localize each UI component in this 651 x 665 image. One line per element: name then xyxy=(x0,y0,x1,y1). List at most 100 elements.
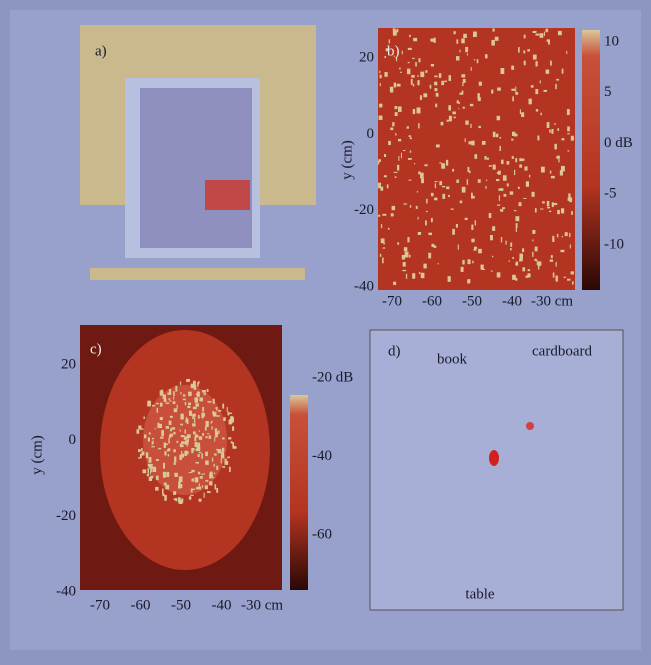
speckle xyxy=(413,84,414,87)
speckle xyxy=(458,108,459,109)
speckle xyxy=(434,88,437,91)
speckle xyxy=(187,406,190,408)
speckle xyxy=(402,255,405,260)
speckle xyxy=(467,279,470,283)
speckle xyxy=(541,167,545,173)
speckle xyxy=(550,259,553,261)
speckle xyxy=(426,211,428,212)
speckle xyxy=(418,58,420,62)
speckle xyxy=(567,126,570,131)
speckle xyxy=(467,179,468,185)
y-axis-label: y (cm) xyxy=(339,140,355,180)
speckle xyxy=(566,51,567,54)
speckle xyxy=(522,248,524,252)
speckle xyxy=(164,442,166,447)
speckle xyxy=(447,120,449,122)
speckle xyxy=(201,474,203,475)
speckle xyxy=(391,213,394,216)
speckle xyxy=(434,245,437,248)
speckle xyxy=(162,489,164,494)
speckle xyxy=(425,220,427,225)
speckle xyxy=(194,437,196,441)
speckle xyxy=(168,448,170,451)
speckle xyxy=(436,144,440,147)
speckle xyxy=(161,430,164,436)
x-tick-label: -40 xyxy=(212,597,232,613)
colorbar-tick-label: -20 dB xyxy=(312,369,353,385)
colorbar-tick-label: 0 dB xyxy=(604,135,633,151)
speckle xyxy=(519,254,523,260)
speckle xyxy=(397,165,399,171)
speckle xyxy=(540,209,543,210)
speckle xyxy=(408,158,412,160)
speckle xyxy=(202,485,203,487)
speckle xyxy=(421,273,425,278)
speckle xyxy=(169,421,172,425)
speckle xyxy=(215,484,217,489)
speckle xyxy=(556,156,559,159)
speckle xyxy=(418,123,419,128)
speckle xyxy=(216,488,218,493)
speckle xyxy=(195,442,197,447)
speckle xyxy=(169,435,172,438)
speckle xyxy=(214,454,217,456)
speckle xyxy=(163,463,165,469)
speckle xyxy=(500,209,503,212)
speckle xyxy=(189,411,192,416)
speckle xyxy=(474,249,477,251)
speckle xyxy=(197,443,200,447)
y-tick-label: 0 xyxy=(367,126,375,142)
x-tick-label: -50 xyxy=(171,597,191,613)
speckle xyxy=(511,89,515,91)
speckle xyxy=(461,267,464,272)
speckle xyxy=(398,156,399,161)
speckle xyxy=(194,397,198,400)
speckle xyxy=(412,58,415,59)
speckle xyxy=(411,79,413,85)
speckle xyxy=(390,128,393,131)
speckle xyxy=(571,136,574,141)
speckle xyxy=(156,403,159,404)
speckle xyxy=(535,61,537,66)
speckle xyxy=(502,207,505,209)
x-tick-label: -50 xyxy=(462,293,482,309)
speckle xyxy=(378,215,380,217)
speckle xyxy=(168,398,170,399)
speckle xyxy=(567,133,569,134)
speckle xyxy=(204,473,205,475)
speckle xyxy=(185,420,187,423)
speckle xyxy=(474,247,477,249)
speckle xyxy=(441,81,444,85)
speckle xyxy=(205,480,208,482)
speckle xyxy=(231,441,233,443)
speckle xyxy=(199,436,202,440)
speckle xyxy=(423,264,426,269)
colorbar-tick-label: 10 xyxy=(604,33,619,49)
speckle xyxy=(384,175,387,177)
speckle xyxy=(535,208,537,212)
speckle xyxy=(413,109,415,114)
speckle xyxy=(152,438,154,439)
speckle xyxy=(136,429,139,433)
speckle xyxy=(181,441,185,444)
speckle xyxy=(228,438,231,440)
speckle xyxy=(202,390,206,393)
speckle xyxy=(384,154,386,157)
speckle xyxy=(189,472,193,473)
speckle xyxy=(497,116,501,120)
speckle xyxy=(201,453,203,459)
speckle xyxy=(456,224,458,228)
speckle xyxy=(178,497,181,502)
colorbar-tick-label: -10 xyxy=(604,236,624,252)
speckle xyxy=(381,116,382,118)
speckle xyxy=(491,271,493,272)
speckle xyxy=(527,49,530,51)
speckle xyxy=(434,76,437,78)
speckle xyxy=(431,64,434,67)
speckle xyxy=(380,75,382,79)
speckle xyxy=(218,430,219,434)
speckle xyxy=(514,134,517,137)
speckle xyxy=(188,392,192,396)
speckle xyxy=(204,393,206,395)
speckle xyxy=(396,29,398,33)
